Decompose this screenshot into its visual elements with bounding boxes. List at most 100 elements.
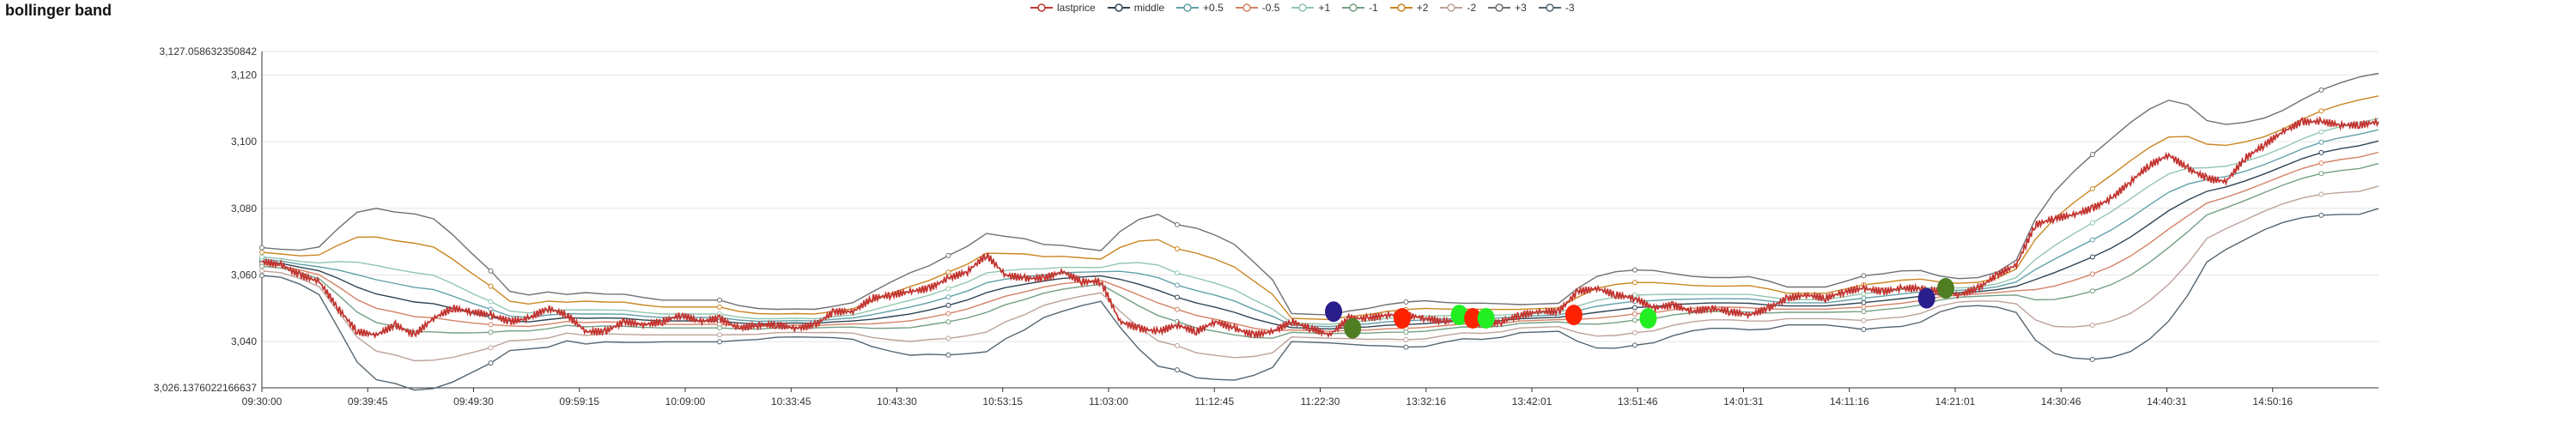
- band-point: [1861, 309, 1867, 315]
- band-point: [1174, 342, 1180, 348]
- signal-marker: [1564, 305, 1583, 326]
- band-point: [1403, 336, 1409, 342]
- band-point: [488, 329, 494, 335]
- series-line-plus3: [261, 72, 2379, 316]
- series-line-lastprice: [261, 115, 2379, 340]
- legend-line-icon: [1440, 3, 1463, 12]
- band-point: [1174, 282, 1180, 288]
- x-tick-label: 10:33:45: [771, 396, 811, 408]
- band-point: [1174, 306, 1180, 312]
- legend-label: lastprice: [1057, 2, 1096, 14]
- x-tick-label: 13:42:01: [1512, 396, 1552, 408]
- legend-item[interactable]: -1: [1342, 2, 1378, 14]
- band-point: [716, 332, 722, 338]
- band-point: [2089, 271, 2095, 277]
- band-point: [488, 268, 494, 274]
- series-line-minus1: [261, 162, 2379, 339]
- band-point: [1631, 280, 1637, 286]
- band-point: [1403, 299, 1409, 305]
- band-point: [1174, 246, 1180, 252]
- band-point: [1631, 329, 1637, 335]
- band-point: [2089, 220, 2095, 226]
- band-point: [2089, 254, 2095, 260]
- legend-item[interactable]: +1: [1291, 2, 1330, 14]
- legend-label: -2: [1467, 2, 1477, 14]
- x-tick-label: 14:11:16: [1830, 396, 1869, 408]
- signal-marker: [1477, 307, 1495, 329]
- legend-line-icon: [1389, 3, 1413, 12]
- band-point: [716, 325, 722, 331]
- band-point: [945, 286, 951, 292]
- band-point: [2318, 212, 2324, 218]
- band-point: [945, 311, 951, 317]
- band-point: [945, 352, 951, 358]
- band-point: [1403, 344, 1409, 350]
- band-point: [2318, 108, 2324, 114]
- axis-layer: 3,040 3,060 3,080 3,100 3,120 3,026.137602216…: [154, 45, 2379, 408]
- legend-label: +3: [1515, 2, 1527, 14]
- y-tick-label: 3,120: [231, 69, 257, 81]
- band-point: [1631, 311, 1637, 317]
- band-point: [1861, 295, 1867, 301]
- band-point: [945, 294, 951, 300]
- band-point: [945, 269, 951, 275]
- series-line-minus3: [261, 208, 2379, 391]
- legend-label: +0.5: [1203, 2, 1224, 14]
- legend-label: +2: [1416, 2, 1429, 14]
- legend-item[interactable]: +3: [1488, 2, 1527, 14]
- x-tick-label: 10:43:30: [877, 396, 917, 408]
- legend-item[interactable]: lastprice: [1030, 2, 1096, 14]
- signal-marker: [1344, 317, 1362, 339]
- series-line-plus0_5: [261, 129, 2379, 328]
- legend-item[interactable]: -0.5: [1235, 2, 1279, 14]
- legend-item[interactable]: -2: [1440, 2, 1476, 14]
- series-line-middle: [261, 140, 2379, 330]
- legend-item[interactable]: middle: [1107, 2, 1164, 14]
- band-point: [1861, 327, 1867, 333]
- band-point: [1631, 342, 1637, 348]
- band-point: [1861, 317, 1867, 323]
- legend-item[interactable]: -3: [1538, 2, 1575, 14]
- legend-line-icon: [1107, 3, 1130, 12]
- signal-marker: [1464, 307, 1482, 329]
- legend-line-icon: [1030, 3, 1053, 12]
- x-tick-label: 14:40:31: [2147, 396, 2187, 408]
- y-tick-label: 3,100: [231, 136, 257, 148]
- band-point: [945, 252, 951, 258]
- chart-title: bollinger band: [5, 2, 112, 19]
- band-point: [2089, 185, 2095, 191]
- band-point: [1403, 329, 1409, 335]
- band-point: [2089, 237, 2095, 243]
- legend-line-icon: [1538, 3, 1561, 12]
- chart-legend: lastprice middle +0.5 -0.5 +1 -1 +2 -2 +3 -3: [1030, 2, 1575, 14]
- band-point: [2318, 87, 2324, 93]
- band-point: [488, 283, 494, 289]
- y-tick-label: 3,080: [231, 202, 257, 214]
- legend-line-icon: [1235, 3, 1258, 12]
- signal-marker: [1450, 305, 1468, 326]
- legend-label: -3: [1564, 2, 1575, 14]
- band-point: [2089, 356, 2095, 362]
- band-point: [2318, 129, 2324, 135]
- x-tick-label: 11:12:45: [1194, 396, 1234, 408]
- x-tick-label: 11:22:30: [1301, 396, 1340, 408]
- x-tick-label: 10:53:15: [982, 396, 1023, 408]
- signal-marker: [1325, 301, 1343, 323]
- band-point: [2318, 160, 2324, 166]
- band-point: [488, 360, 494, 366]
- signal-marker: [1936, 278, 1954, 299]
- band-point: [1631, 292, 1637, 298]
- x-tick-label: 14:30:46: [2041, 396, 2081, 408]
- y-tick-label: 3,026.1376022166637: [154, 382, 257, 394]
- band-point: [1174, 221, 1180, 227]
- band-point: [1631, 305, 1637, 311]
- y-tick-label: 3,040: [231, 335, 257, 347]
- band-point: [2318, 171, 2324, 177]
- band-point: [259, 263, 264, 269]
- legend-item[interactable]: +2: [1389, 2, 1429, 14]
- x-tick-label: 14:01:31: [1723, 396, 1764, 408]
- band-point: [1174, 294, 1180, 300]
- series-line-plus2: [261, 95, 2379, 321]
- legend-item[interactable]: +0.5: [1176, 2, 1224, 14]
